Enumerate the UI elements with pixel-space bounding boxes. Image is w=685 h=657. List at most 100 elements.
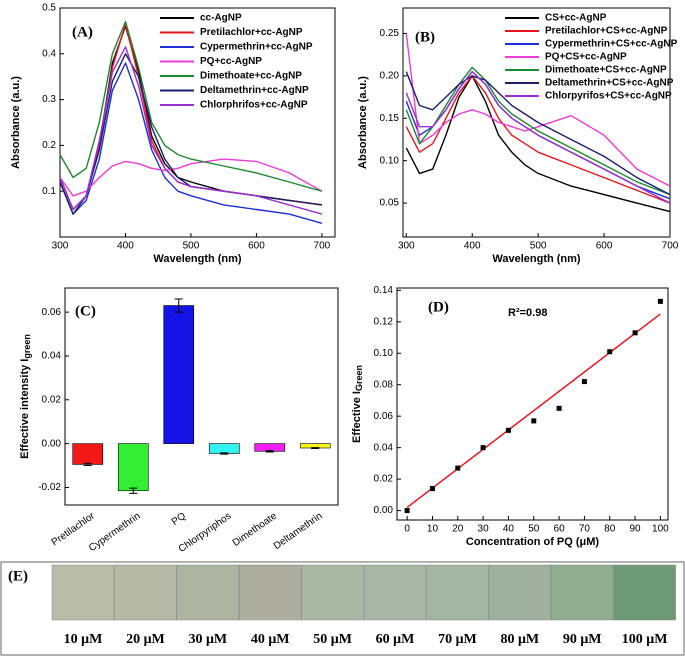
data-point (480, 445, 486, 451)
x-tick-label: 40 (503, 524, 515, 535)
spectrum-line (405, 75, 671, 204)
data-point (607, 349, 613, 355)
error-bar (220, 452, 229, 455)
x-tick-label: 600 (596, 241, 613, 252)
sample-label: 70 μM (438, 632, 477, 647)
y-tick-label: 0.05 (380, 198, 400, 209)
y-axis-label-text: Absorbance (a.u.) (10, 76, 22, 169)
sample-image (114, 564, 177, 621)
y-tick-label: 0.02 (42, 394, 62, 405)
sample-label: 60 μM (376, 632, 415, 647)
y-axis-label: Effective intensity Igreen (19, 334, 32, 459)
y-tick-label: 0.4 (42, 48, 56, 59)
y-axis-label: Absorbance (a.u.) (10, 76, 22, 169)
spectrum-line (59, 158, 323, 197)
x-tick-label: 300 (398, 241, 415, 252)
x-axis-label: Wavelength (nm) (153, 253, 242, 265)
data-point (657, 298, 663, 304)
data-point (455, 465, 461, 471)
data-point (404, 508, 410, 514)
y-tick-label: 0.00 (374, 505, 394, 516)
legend-label: cc-AgNP (200, 13, 242, 24)
data-point (531, 418, 537, 424)
x-tick-label: 50 (528, 524, 540, 535)
y-tick-label: 0.08 (374, 379, 394, 390)
y-axis-label-text: Absorbance (a.u.) (357, 76, 369, 169)
spectrum-line (405, 70, 671, 204)
sample-label: 50 μM (313, 632, 352, 647)
y-tick-label: 0.02 (374, 474, 394, 485)
data-point (556, 405, 562, 411)
sample-label: 90 μM (563, 632, 602, 647)
data-point (632, 330, 638, 336)
y-tick-label: 0.12 (374, 316, 394, 327)
panel-label: (A) (72, 24, 93, 40)
spectrum-line (59, 21, 323, 192)
error-bar (83, 462, 92, 467)
panel-label: (C) (75, 303, 96, 319)
x-axis-label: Wavelength (nm) (492, 253, 581, 265)
bar (117, 443, 149, 492)
spectrum-line (59, 25, 322, 211)
plot-frame (64, 287, 339, 506)
annotation: R²=0.98 (508, 307, 547, 319)
spectrum-line (59, 46, 323, 215)
sample-label: 80 μM (500, 632, 539, 647)
legend-label: Deltamethrin+CS+cc-AgNP (545, 78, 674, 89)
y-axis-label-text: Effective intensity I (19, 359, 31, 459)
x-tick-label: 300 (52, 241, 69, 252)
y-axis-label-subscript: green (22, 334, 32, 359)
y-tick-label: 0.1 (42, 186, 56, 197)
sample-image (176, 564, 240, 621)
y-tick-label: 0.5 (42, 3, 56, 14)
y-tick-label: -0.02 (38, 482, 61, 493)
panel-label: (E) (8, 568, 28, 584)
x-tick-label: Cypermethrin (87, 511, 142, 554)
y-tick-label: 0.25 (380, 28, 400, 39)
error-bar (129, 487, 138, 494)
legend-label: Pretilachlor+cc-AgNP (200, 27, 303, 38)
x-tick-label: 500 (183, 241, 200, 252)
y-tick-label: 0.3 (42, 94, 56, 105)
x-tick-label: 500 (530, 241, 547, 252)
x-tick-label: 70 (579, 524, 591, 535)
y-tick-label: 0.10 (374, 348, 394, 359)
y-tick-label: 0.2 (42, 140, 56, 151)
legend-label: Cypermethrin+CS+cc-AgNP (545, 39, 678, 50)
sample-label: 30 μM (188, 632, 227, 647)
sample-image (426, 564, 489, 621)
error-bar (311, 447, 320, 449)
x-tick-label: 90 (630, 524, 642, 535)
x-tick-label: 60 (554, 524, 566, 535)
y-tick-label: 0.20 (380, 70, 400, 81)
legend-label: Chlorphrifos+cc-AgNP (200, 100, 308, 111)
y-tick-label: 0.04 (374, 442, 394, 453)
spectrum-line (405, 71, 671, 196)
y-tick-label: 0.00 (42, 438, 62, 449)
legend-label: Cypermethrin+cc-AgNP (200, 42, 313, 53)
sample-label: 100 μM (622, 632, 668, 647)
sample-image (301, 564, 364, 621)
sample-image (488, 564, 552, 621)
x-tick-label: 10 (427, 524, 439, 535)
sample-label: 20 μM (126, 632, 165, 647)
bar (208, 443, 240, 454)
legend-label: Chlorpyrifos+CS+cc-AgNP (545, 91, 672, 102)
plot-frame (402, 7, 671, 238)
sample-label: 10 μM (64, 632, 103, 647)
panel-label: (D) (428, 299, 449, 315)
legend-label: Dimethoate+CS+cc-AgNP (545, 65, 667, 76)
legend-label: CS+cc-AgNP (545, 13, 607, 24)
sample-image (613, 564, 676, 621)
y-axis-label-subscript: Green (354, 365, 364, 391)
sample-image (51, 564, 115, 621)
error-bar (174, 298, 183, 313)
x-tick-label: 700 (662, 241, 679, 252)
x-tick-label: PQ (170, 510, 188, 527)
legend-label: PQ+cc-AgNP (200, 56, 262, 67)
panel-frame (0, 561, 685, 656)
sample-image (238, 564, 302, 621)
x-tick-label: 80 (604, 524, 616, 535)
sample-image (363, 564, 427, 621)
